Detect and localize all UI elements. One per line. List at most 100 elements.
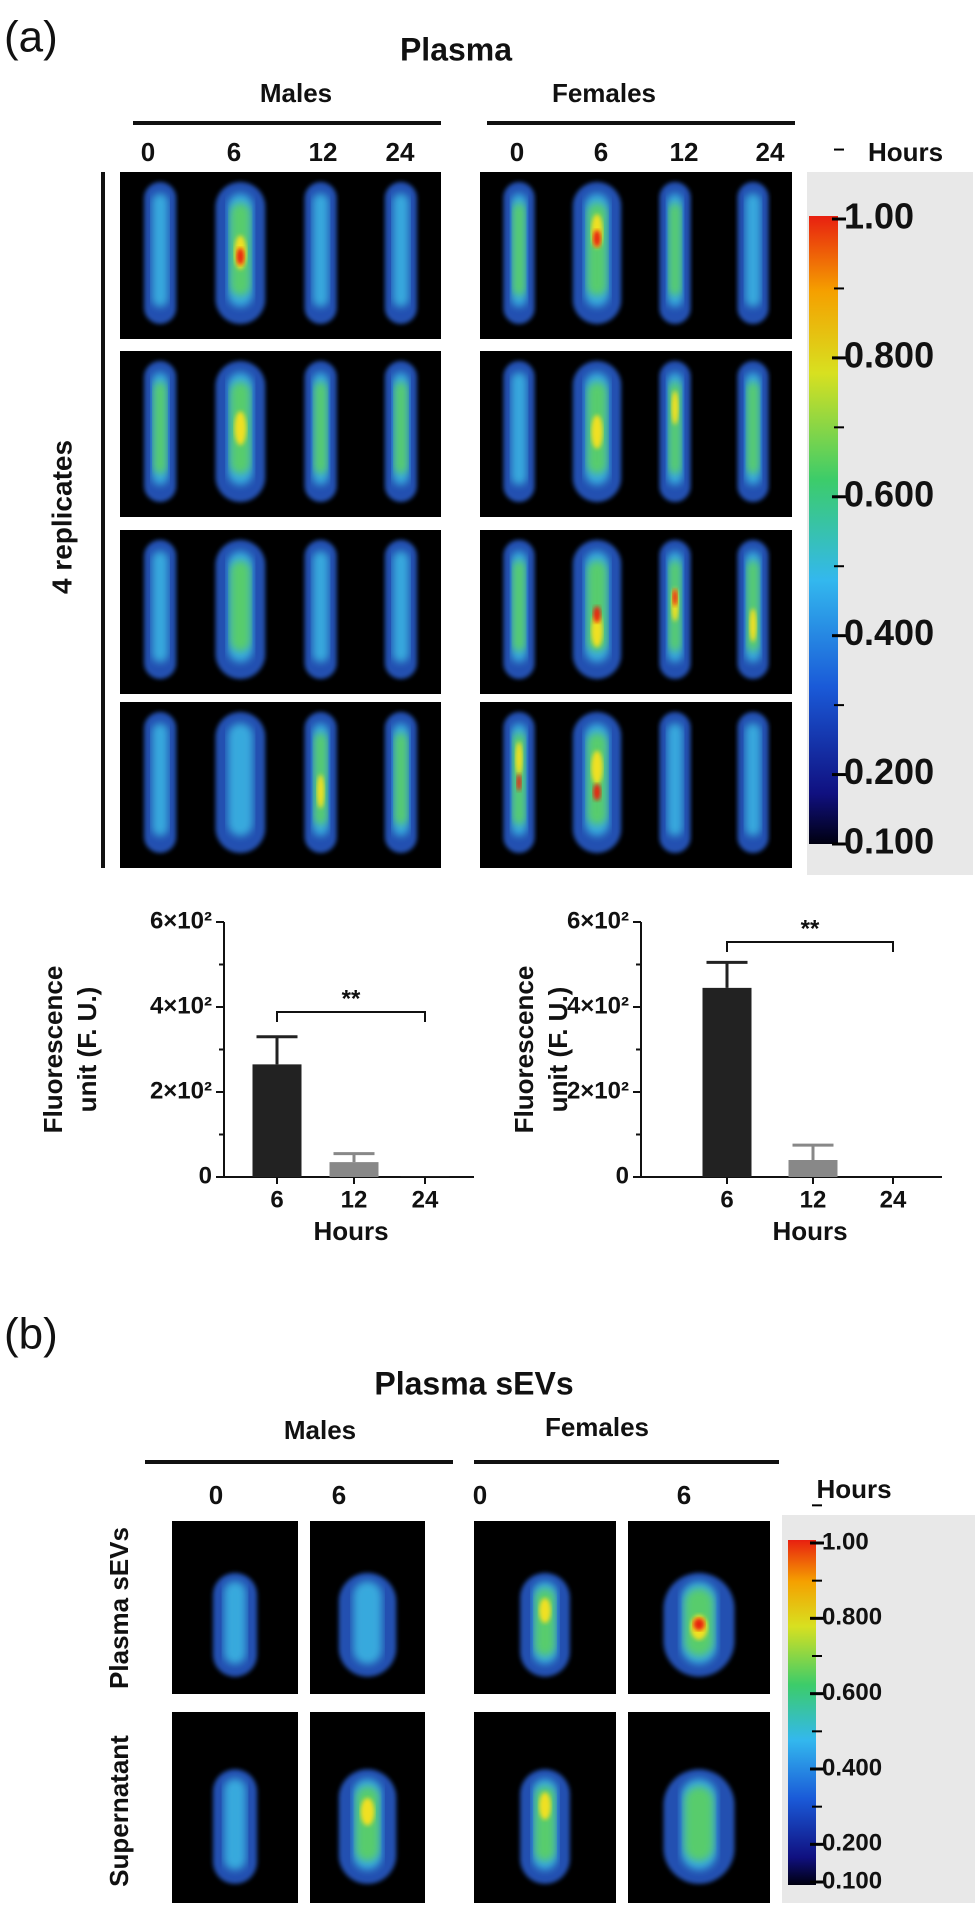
tube <box>304 712 337 853</box>
tube-peak <box>234 411 247 446</box>
tube <box>520 1769 570 1884</box>
tube-peak <box>360 1798 375 1826</box>
group-label: Males <box>284 1415 356 1445</box>
significance-bracket <box>726 941 894 952</box>
colorbar-label: 0.600 <box>822 1679 882 1706</box>
tube <box>520 1572 570 1677</box>
group-label: Males <box>260 78 332 108</box>
annotation: ** <box>801 915 820 942</box>
tube-max <box>593 229 601 247</box>
hour-label: 0 <box>209 1480 223 1510</box>
tube <box>304 361 337 502</box>
tube <box>384 361 417 502</box>
tube-hot <box>153 382 167 474</box>
tube-peak <box>749 608 757 642</box>
tube <box>215 182 266 324</box>
tube <box>737 182 769 324</box>
y-axis-label: Fluorescence <box>38 966 68 1134</box>
hours-label: Hours <box>816 1474 891 1504</box>
tube-peak <box>671 390 679 425</box>
tube <box>338 1769 397 1884</box>
hour-label: 24 <box>386 137 415 167</box>
tube <box>737 712 769 853</box>
tube-hot <box>684 1786 714 1861</box>
tube-peak <box>591 750 603 785</box>
hour-label: 12 <box>309 137 338 167</box>
tube <box>215 361 266 502</box>
panel-title: Plasma <box>400 31 512 67</box>
tube-max <box>693 1618 705 1631</box>
replicates-label: 4 replicates <box>46 440 77 594</box>
tube-max <box>672 589 678 606</box>
y-tick-label: 6×10² <box>150 907 212 934</box>
panel-label: (b) <box>4 1310 58 1359</box>
tube <box>572 182 622 324</box>
y-tick-label: 0 <box>616 1162 629 1189</box>
tube <box>572 361 622 502</box>
tube-core <box>392 193 409 307</box>
tube-core <box>667 723 683 837</box>
y-tick-label: 6×10² <box>567 907 629 934</box>
tube <box>384 182 417 324</box>
tube-max <box>516 773 522 791</box>
tube-core <box>511 372 527 486</box>
hour-label: 0 <box>473 1480 487 1510</box>
tube-hot <box>512 203 526 296</box>
tube <box>384 540 417 679</box>
tube-max <box>593 783 601 801</box>
colorbar <box>788 1540 816 1885</box>
tube <box>737 361 769 502</box>
tube-peak <box>539 1792 551 1820</box>
y-tick-label: 4×10² <box>567 992 629 1019</box>
x-tick-label: 24 <box>880 1186 907 1213</box>
tube <box>304 182 337 324</box>
bar <box>788 1160 838 1177</box>
colorbar-label: 0.100 <box>844 821 934 862</box>
tube-peak <box>591 613 603 648</box>
tube <box>338 1572 397 1677</box>
tube-core <box>223 1581 247 1665</box>
x-tick-label: 24 <box>412 1186 439 1213</box>
y-tick-label: 0 <box>199 1162 212 1189</box>
hour-label: 0 <box>141 137 155 167</box>
annotation: ** <box>342 985 361 1012</box>
hours-label: Hours <box>868 137 943 167</box>
tube <box>572 712 622 853</box>
tube-hot <box>394 382 408 474</box>
tube <box>503 712 535 853</box>
tube <box>659 712 691 853</box>
tube-hot <box>668 203 682 296</box>
tube <box>737 540 769 679</box>
tube <box>659 182 691 324</box>
tube-peak <box>591 414 603 449</box>
tube <box>663 1572 735 1677</box>
x-axis-label: Hours <box>772 1216 847 1246</box>
tube-max <box>236 247 245 265</box>
tube <box>304 540 337 679</box>
y-axis-label: unit (F. U.) <box>543 987 573 1113</box>
tube-core <box>312 193 329 307</box>
tube-peak <box>316 774 325 809</box>
y-tick-label: 2×10² <box>150 1077 212 1104</box>
tube-hot <box>746 382 760 474</box>
hour-label: 6 <box>332 1480 346 1510</box>
tube-core <box>745 723 761 837</box>
tube-hot <box>512 560 526 652</box>
row-label: Plasma sEVs <box>104 1527 134 1689</box>
panel-title: Plasma sEVs <box>374 1365 573 1401</box>
bar <box>702 987 752 1177</box>
x-tick-label: 12 <box>341 1186 368 1213</box>
hour-label: 6 <box>677 1480 691 1510</box>
tube <box>215 712 266 853</box>
tube-core <box>152 723 169 837</box>
tube-hot <box>394 733 408 825</box>
tube <box>144 712 177 853</box>
group-label: Females <box>545 1412 649 1442</box>
tube-peak <box>539 1598 551 1624</box>
tube-core <box>745 193 761 307</box>
colorbar-label: 0.200 <box>822 1830 882 1857</box>
tube <box>663 1769 735 1884</box>
bar <box>252 1064 302 1177</box>
group-label: Females <box>552 78 656 108</box>
colorbar-label: 0.800 <box>822 1604 882 1631</box>
